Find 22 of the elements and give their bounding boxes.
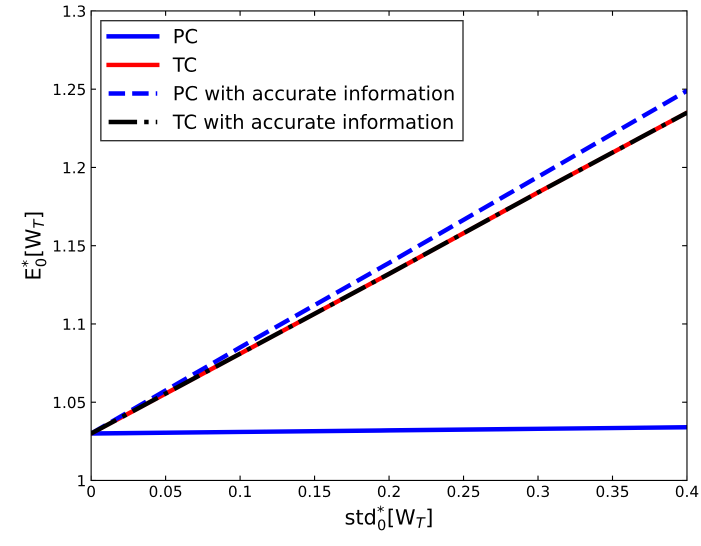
- x-tick-label: 0.2: [378, 486, 400, 498]
- y-tick-label: 1.2: [64, 162, 85, 174]
- x-tick-label: 0.3: [526, 486, 549, 498]
- x-tick-label: 0: [87, 486, 95, 498]
- y-tick-label: 1.3: [64, 5, 86, 17]
- y-tick-label: 1.25: [54, 84, 85, 96]
- legend-label: TC: [172, 57, 196, 72]
- x-tick-label: 0.05: [150, 486, 182, 498]
- x-tick-label: 0.35: [596, 486, 628, 498]
- y-tick-label: 1.15: [54, 240, 85, 252]
- y-tick-label: 1.05: [54, 396, 85, 408]
- y-axis-title: E$^{*}$$_{0}$[W$_{T}$]: [22, 212, 46, 279]
- x-tick-label: 0.4: [676, 486, 698, 498]
- x-tick-label: 0.1: [228, 486, 251, 498]
- y-tick-label: 1: [78, 475, 85, 486]
- x-tick-label: 0.25: [448, 486, 480, 498]
- legend-label: TC with accurate information: [172, 114, 453, 130]
- x-tick-label: 0.15: [298, 486, 330, 498]
- y-tick-label: 1.1: [64, 318, 85, 330]
- x-axis-title: std$^{*}$$_{0}$[W$_{T}$]: [346, 506, 432, 530]
- legend-label: PC with accurate information: [174, 86, 454, 101]
- legend-label: PC: [174, 28, 198, 44]
